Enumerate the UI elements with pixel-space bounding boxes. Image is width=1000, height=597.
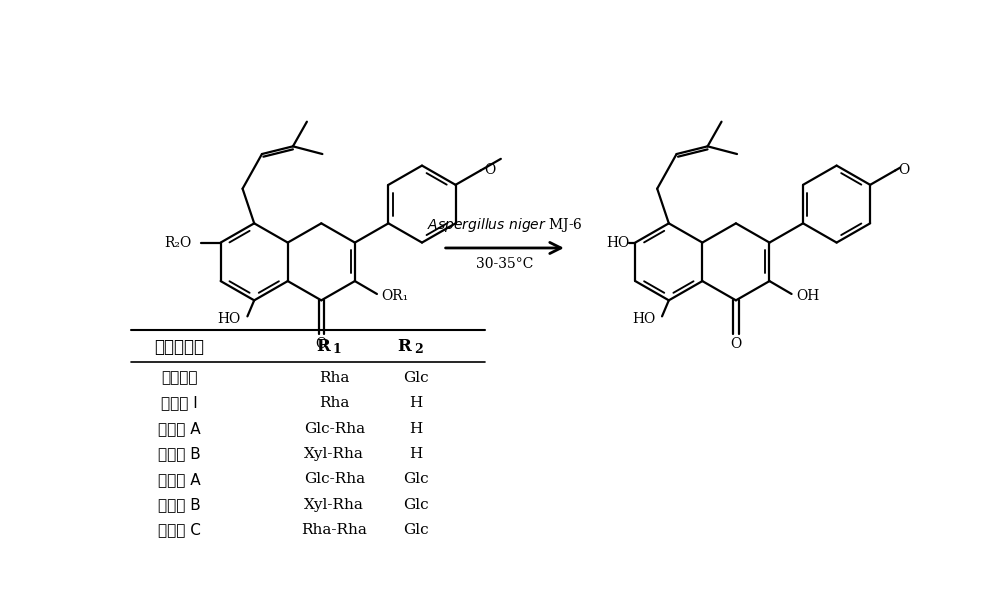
Text: Glc-Rha: Glc-Rha	[304, 472, 365, 487]
Text: 1: 1	[333, 343, 342, 356]
Text: Xyl-Rha: Xyl-Rha	[304, 447, 364, 461]
Text: R: R	[316, 338, 330, 355]
Text: HO: HO	[632, 312, 655, 327]
Text: Glc: Glc	[403, 498, 428, 512]
Text: H: H	[409, 396, 422, 410]
Text: Glc-Rha: Glc-Rha	[304, 421, 365, 435]
Text: HO: HO	[606, 236, 629, 250]
Text: O: O	[484, 162, 495, 177]
Text: 箔藿苷 B: 箔藿苷 B	[158, 447, 201, 461]
Text: Rha: Rha	[319, 396, 349, 410]
Text: Rha-Rha: Rha-Rha	[301, 523, 367, 537]
Text: O: O	[898, 162, 910, 177]
Text: Rha: Rha	[319, 371, 349, 384]
Text: R: R	[397, 338, 411, 355]
Text: 朝藿定 B: 朝藿定 B	[158, 497, 201, 512]
Text: 淣羊藿苷: 淣羊藿苷	[161, 370, 198, 385]
Text: O: O	[316, 337, 327, 351]
Text: $\it{Aspergillus\ niger}$ MJ-6: $\it{Aspergillus\ niger}$ MJ-6	[427, 216, 583, 234]
Text: H: H	[409, 421, 422, 435]
Text: R₂O: R₂O	[164, 236, 192, 250]
Text: Glc: Glc	[403, 472, 428, 487]
Text: O: O	[730, 337, 742, 351]
Text: H: H	[409, 447, 422, 461]
Text: Glc: Glc	[403, 371, 428, 384]
Text: Glc: Glc	[403, 523, 428, 537]
Text: 朝藿定 C: 朝藿定 C	[158, 522, 201, 538]
Text: 宝藿苷 I: 宝藿苷 I	[161, 396, 198, 411]
Text: 2: 2	[414, 343, 423, 356]
Text: 30-35°C: 30-35°C	[476, 257, 533, 271]
Text: 箔藿苷 A: 箔藿苷 A	[158, 421, 201, 436]
Text: HO: HO	[217, 312, 240, 327]
Text: OH: OH	[796, 290, 819, 303]
Text: OR₁: OR₁	[382, 290, 409, 303]
Text: 化合物名称: 化合物名称	[154, 337, 204, 356]
Text: Xyl-Rha: Xyl-Rha	[304, 498, 364, 512]
Text: 朝藿定 A: 朝藿定 A	[158, 472, 201, 487]
